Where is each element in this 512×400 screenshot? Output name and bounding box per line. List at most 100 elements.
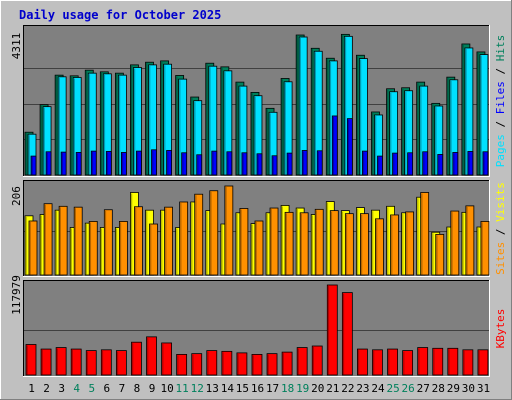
day-label: 31 [477, 382, 490, 395]
bar-kbytes [281, 351, 293, 376]
day-label: 30 [462, 382, 475, 395]
bar-kbytes [341, 292, 353, 376]
day-label: 27 [417, 382, 430, 395]
bar-pages [60, 151, 67, 176]
day-label: 8 [134, 382, 141, 395]
bar-sites [134, 206, 143, 276]
day-label: 13 [206, 382, 219, 395]
day-label: 17 [266, 382, 279, 395]
bar-sites [224, 185, 234, 276]
bar-sites [149, 223, 158, 276]
bars [25, 284, 489, 376]
day-label: 5 [88, 382, 95, 395]
bar-sites [405, 211, 415, 276]
bar-kbytes [462, 349, 474, 376]
chart-title: Daily usage for October 2025 [19, 8, 221, 22]
bar-pages [45, 151, 52, 176]
bar-kbytes [176, 354, 188, 376]
bar-kbytes [387, 348, 398, 376]
bar-sites [43, 203, 53, 276]
bar-kbytes [326, 284, 338, 376]
bar-pages [196, 154, 203, 176]
bar-pages [256, 153, 263, 176]
bar-kbytes [191, 353, 203, 376]
bar-sites [420, 192, 430, 276]
bar-kbytes [146, 336, 157, 376]
bar-kbytes [70, 348, 82, 376]
bar-kbytes [402, 350, 414, 376]
panel-2: 206 Sites / Visits [10, 180, 507, 277]
day-label: 3 [58, 382, 65, 395]
day-label: 20 [311, 382, 324, 395]
series-legend: Pages / Files / Hits [494, 35, 507, 168]
bar-pages [331, 115, 338, 176]
bar-pages [166, 150, 172, 176]
y-max-label: 206 [10, 186, 23, 206]
bars [24, 33, 489, 176]
bar-kbytes [477, 349, 489, 376]
y-max-label: 117979 [10, 275, 23, 315]
day-label: 12 [191, 382, 204, 395]
bar-sites [390, 214, 399, 276]
day-label: 15 [236, 382, 249, 395]
bar-kbytes [55, 347, 67, 376]
bar-pages [105, 151, 112, 176]
day-label: 6 [104, 382, 111, 395]
bar-pages [151, 149, 157, 176]
bar-pages [301, 150, 308, 176]
bar-sites [194, 193, 204, 276]
day-label: 9 [149, 382, 156, 395]
bar-kbytes [447, 347, 459, 376]
bar-sites [480, 221, 490, 276]
day-label: 14 [221, 382, 235, 395]
bar-pages [181, 152, 188, 176]
day-label: 18 [281, 382, 294, 395]
bar-pages [407, 152, 414, 176]
bar-pages [437, 154, 444, 176]
day-label: 16 [251, 382, 264, 395]
day-label: 4 [73, 382, 80, 395]
bar-sites [73, 206, 83, 276]
day-label: 7 [119, 382, 126, 395]
day-label: 23 [356, 382, 369, 395]
chart-panels: 4311 Pages / Files / Hits 206 Sites / Visit… [10, 25, 507, 377]
bar-kbytes [115, 350, 127, 376]
bar-kbytes [25, 344, 37, 376]
day-label: 21 [326, 382, 339, 395]
day-label: 25 [386, 382, 399, 395]
bar-pages [392, 152, 398, 176]
bar-sites [450, 210, 460, 276]
bar-pages [346, 118, 353, 176]
bar-sites [28, 220, 38, 276]
bar-pages [286, 152, 293, 176]
bar-pages [362, 150, 368, 176]
bar-pages [75, 152, 82, 176]
bar-sites [314, 208, 324, 276]
bar-pages [467, 151, 474, 176]
bar-sites [375, 218, 384, 276]
bar-kbytes [266, 353, 278, 376]
day-label: 22 [341, 382, 354, 395]
day-label: 24 [371, 382, 385, 395]
x-axis-labels: 1 2 3 4 5 6 7 8 9 10 11 12 13 14 15 16 17 18 19 20 21 22 23 24 2… [28, 382, 490, 395]
bar-sites [118, 221, 128, 276]
series-legend: Sites / Visits [494, 182, 507, 275]
bar-kbytes [311, 345, 323, 376]
panel-3: 117979 KBytes [10, 275, 507, 377]
bar-kbytes [236, 352, 248, 376]
day-label: 11 [176, 382, 189, 395]
bar-kbytes [206, 350, 218, 376]
bar-sites [299, 212, 309, 276]
bar-pages [452, 152, 459, 176]
bar-kbytes [131, 341, 142, 376]
bar-pages [120, 152, 127, 176]
bar-sites [329, 210, 339, 276]
bar-sites [164, 206, 173, 276]
bar-sites [209, 190, 219, 276]
bars [24, 185, 490, 276]
bar-kbytes [100, 349, 112, 376]
bar-pages [226, 151, 233, 176]
bar-kbytes [85, 350, 97, 376]
bar-pages [316, 150, 323, 176]
